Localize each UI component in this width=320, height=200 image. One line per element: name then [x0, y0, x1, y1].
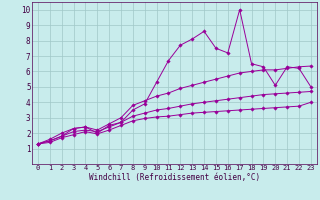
X-axis label: Windchill (Refroidissement éolien,°C): Windchill (Refroidissement éolien,°C) [89, 173, 260, 182]
